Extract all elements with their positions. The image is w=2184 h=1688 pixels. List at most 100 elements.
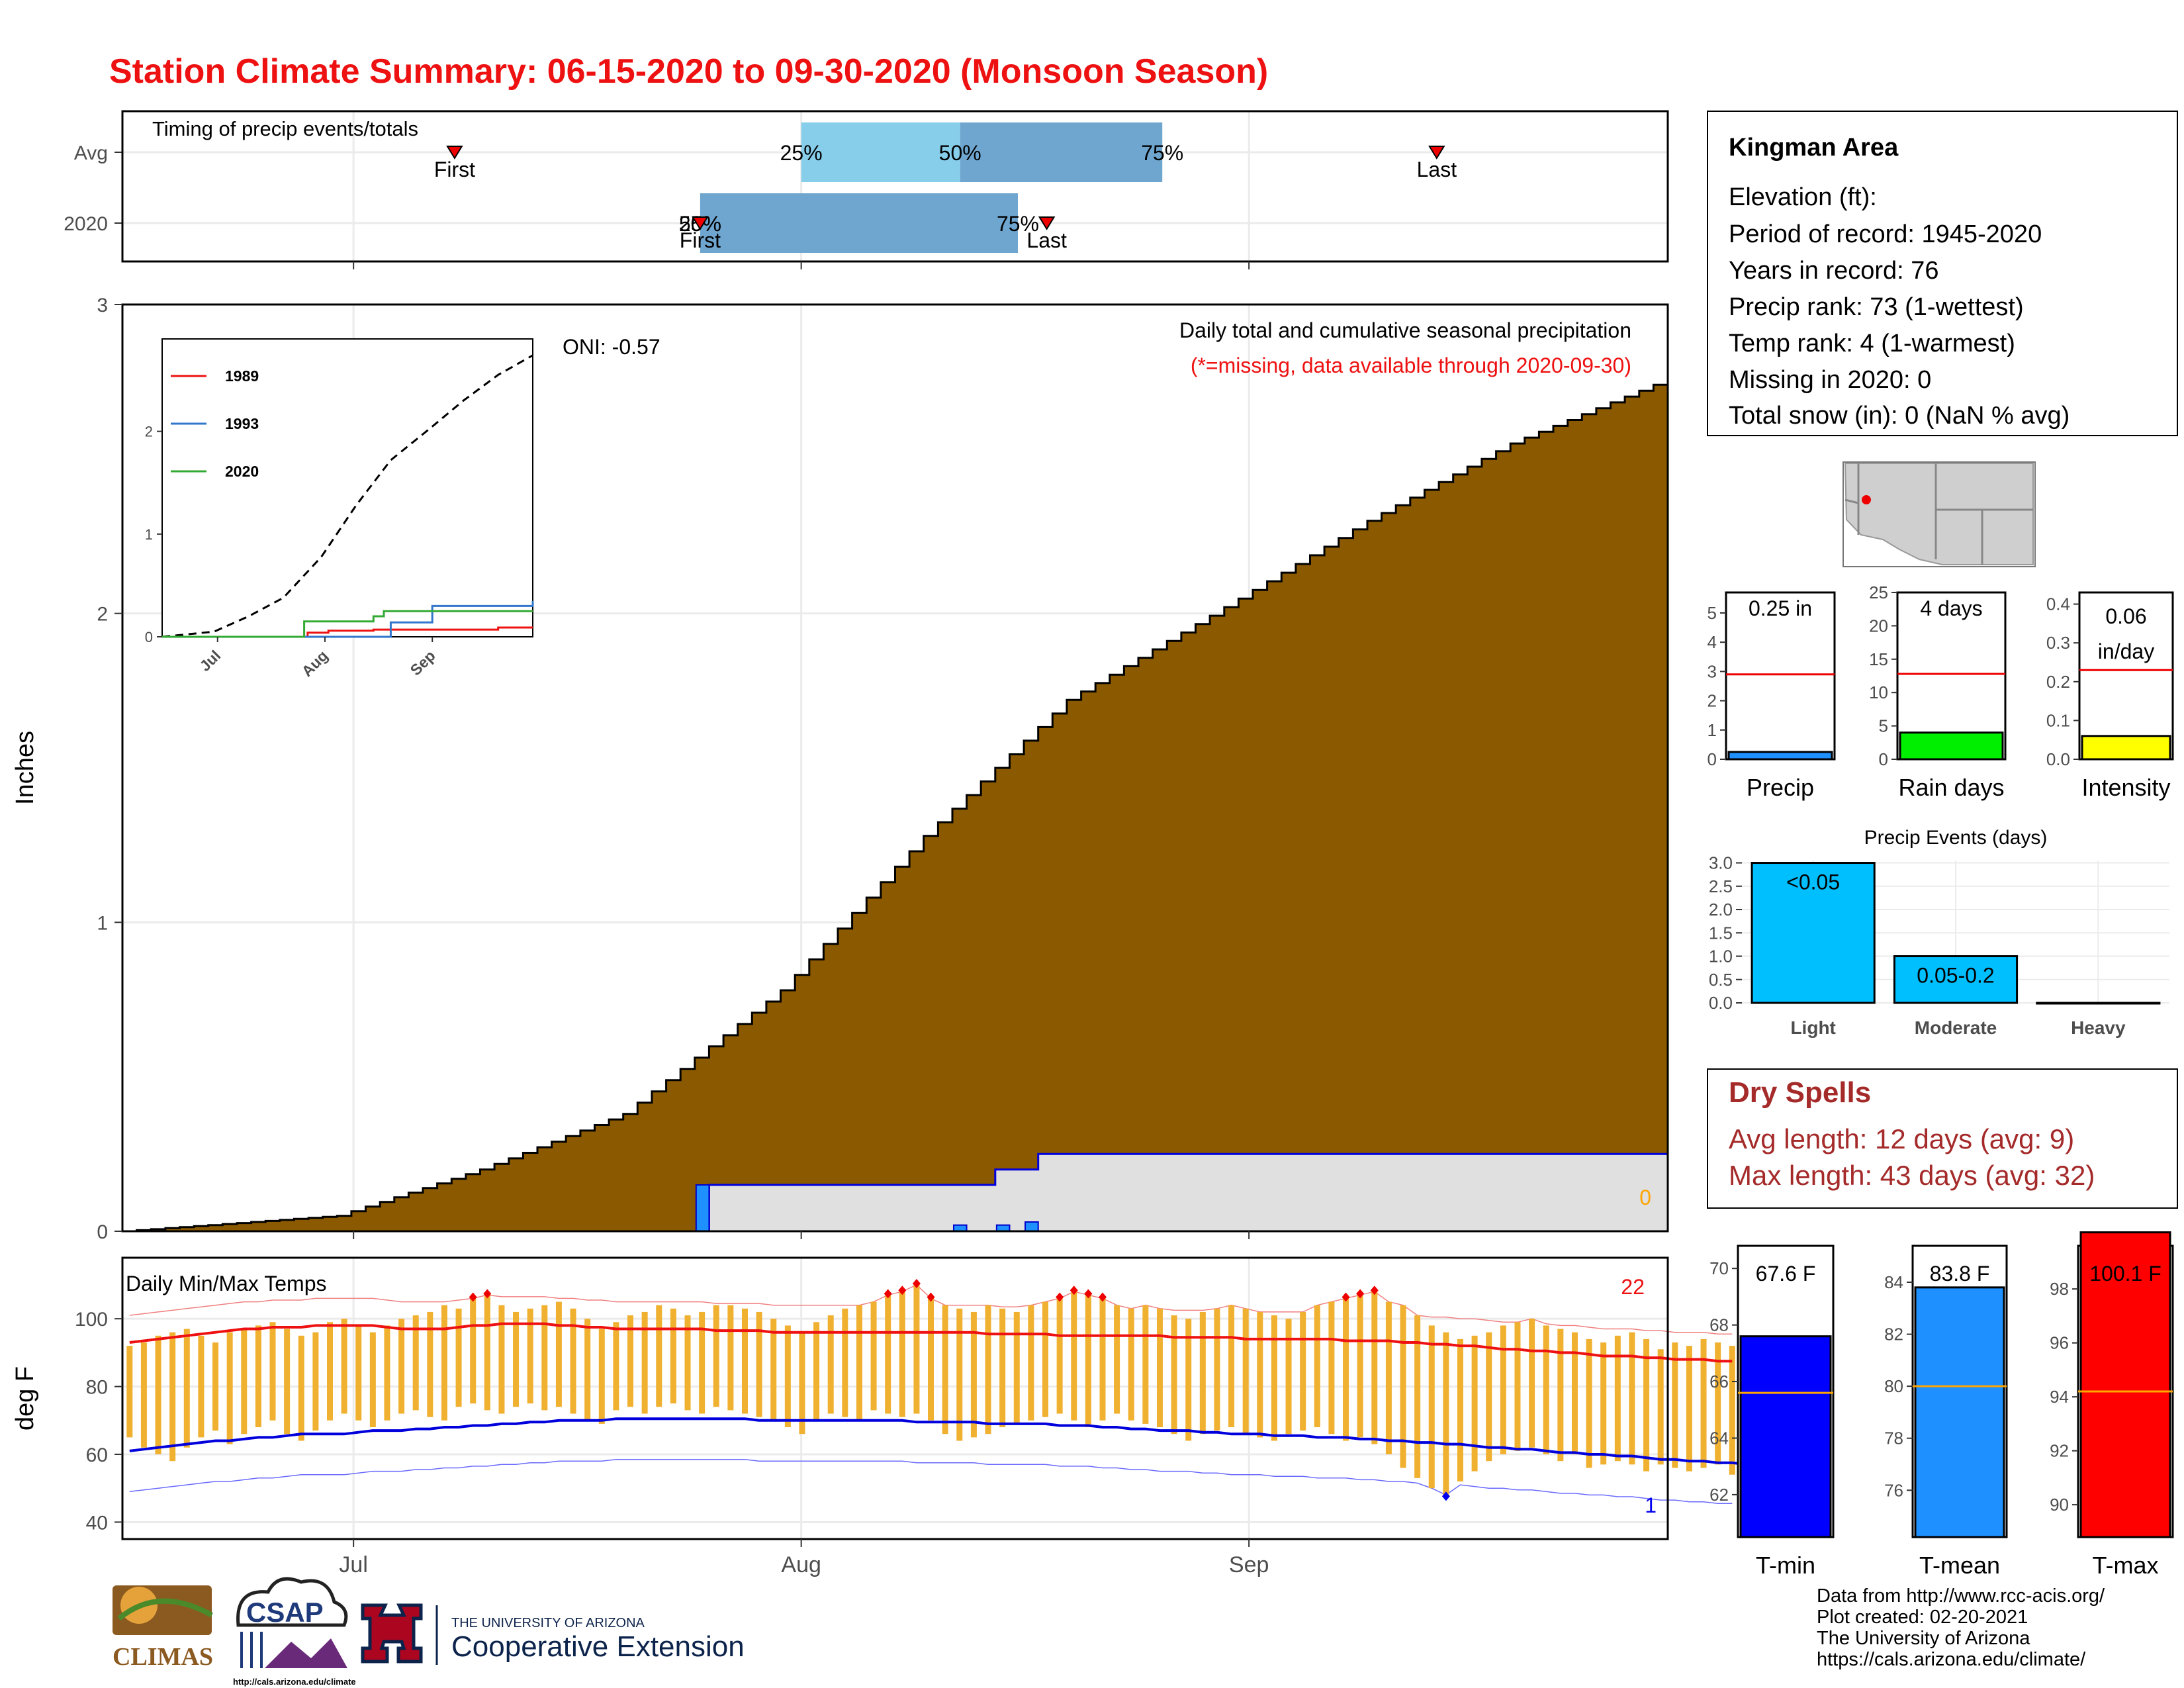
tsum-value-label-0: 67.6 F bbox=[1756, 1262, 1816, 1286]
temps-bar-41 bbox=[713, 1305, 719, 1407]
temps-bar-37 bbox=[656, 1305, 662, 1407]
temps-bar-70 bbox=[1128, 1308, 1134, 1421]
temps-bar-14 bbox=[326, 1322, 333, 1421]
ua-logo: THE UNIVERSITY OF ARIZONA Cooperative Ex… bbox=[361, 1603, 745, 1665]
events-title: Precip Events (days) bbox=[1864, 827, 2048, 849]
tsum-ytick-label-2-2: 94 bbox=[2050, 1387, 2069, 1407]
temps-ytick-label-2: 80 bbox=[86, 1377, 108, 1399]
temps-record-high-marker-65 bbox=[1056, 1292, 1064, 1302]
cum-ytick-label-2: 2 bbox=[97, 604, 108, 626]
events-bar-Heavy bbox=[2036, 1002, 2161, 1005]
temps-record-high-marker-54 bbox=[898, 1286, 907, 1295]
temps-bar-72 bbox=[1156, 1308, 1163, 1428]
tsum-ytick-label-1-1: 78 bbox=[1884, 1429, 1903, 1448]
temps-record-high-marker-68 bbox=[1098, 1292, 1107, 1302]
csap-logo-url: http://cals.arizona.edu/climate bbox=[233, 1677, 356, 1687]
temps-record-high-count: 22 bbox=[1621, 1275, 1645, 1299]
temp-summary-panels: 62 64 66 68 70 T-min 67.6 F 76 78 80 82 84 T-mean 83.… bbox=[1709, 1231, 2174, 1579]
footer-line-url: https://cals.arizona.edu/climate/ bbox=[1817, 1649, 2086, 1670]
temps-bar-45 bbox=[770, 1319, 777, 1421]
temps-bar-80 bbox=[1271, 1315, 1277, 1441]
cum-ytick-label-1: 1 bbox=[97, 912, 108, 934]
temps-bar-12 bbox=[298, 1335, 304, 1441]
psum-ytick-label-2-0: 0.0 bbox=[2046, 749, 2070, 769]
temps-bar-24 bbox=[470, 1298, 477, 1404]
psum-ytick-label-1-1: 5 bbox=[1879, 716, 1888, 736]
temps-record-high-marker-25 bbox=[483, 1289, 492, 1299]
psum-value-label-0: 0.25 in bbox=[1749, 596, 1812, 620]
temps-record-high-marker-85 bbox=[1342, 1292, 1350, 1302]
temps-record-high-marker-55 bbox=[912, 1278, 921, 1288]
temps-bar-96 bbox=[1500, 1325, 1506, 1454]
tsum-bar-2 bbox=[2079, 1231, 2171, 1538]
temps-bar-1 bbox=[140, 1342, 147, 1448]
temps-bar-92 bbox=[1443, 1332, 1449, 1495]
timing-title: Timing of precip events/totals bbox=[152, 117, 418, 140]
temps-bar-65 bbox=[1056, 1298, 1063, 1414]
temps-record-high-marker-24 bbox=[469, 1292, 477, 1302]
psum-name-1: Rain days bbox=[1898, 774, 2004, 801]
temps-bar-108 bbox=[1672, 1342, 1678, 1468]
inset-series-2020 bbox=[162, 610, 533, 638]
station-line-period: Period of record: 1945-2020 bbox=[1729, 220, 2042, 248]
events-ytick-label-5: 2.5 bbox=[1709, 876, 1733, 896]
timing-ytick-label-Avg: Avg bbox=[74, 142, 108, 164]
psum-bar-0 bbox=[1727, 751, 1833, 761]
temps-bar-81 bbox=[1285, 1319, 1292, 1434]
temps-bar-50 bbox=[842, 1308, 848, 1417]
timing-panel-border bbox=[121, 110, 1669, 263]
inset-series-1993 bbox=[162, 600, 534, 638]
psum-ytick-label-0-3: 3 bbox=[1707, 661, 1717, 681]
psum-ytick-label-2-1: 0.1 bbox=[2046, 710, 2070, 730]
psum-ytick-label-0-1: 1 bbox=[1707, 720, 1717, 740]
temps-bar-64 bbox=[1042, 1301, 1049, 1417]
temps-panel-border bbox=[121, 1256, 1669, 1540]
timing-label-first-Avg: First bbox=[434, 158, 475, 181]
station-info-box: Kingman Area Elevation (ft): Period of r… bbox=[1707, 111, 2178, 436]
psum-ytick-label-1-5: 25 bbox=[1869, 583, 1888, 602]
events-ytick-label-4: 2.0 bbox=[1709, 900, 1733, 919]
psum-name-2: Intensity bbox=[2081, 774, 2170, 801]
temps-bar-103 bbox=[1600, 1342, 1607, 1465]
temps-record-high-marker-87 bbox=[1370, 1286, 1379, 1295]
temps-bar-89 bbox=[1400, 1305, 1406, 1468]
tsum-ytick-label-2-3: 96 bbox=[2050, 1333, 2069, 1353]
temps-bar-42 bbox=[727, 1305, 734, 1411]
temps-bar-75 bbox=[1199, 1311, 1206, 1434]
events-bar-Light bbox=[1751, 862, 1876, 1004]
events-ytick-label-6: 3.0 bbox=[1709, 853, 1733, 873]
temps-bar-38 bbox=[670, 1308, 676, 1404]
temps-bar-112 bbox=[1729, 1346, 1735, 1475]
temps-bar-13 bbox=[312, 1332, 319, 1431]
station-line-elevation: Elevation (ft): bbox=[1729, 183, 1877, 211]
temps-bar-111 bbox=[1715, 1342, 1721, 1465]
temps-bar-15 bbox=[341, 1319, 347, 1414]
tsum-bar-1 bbox=[1914, 1286, 2005, 1538]
temps-bar-52 bbox=[870, 1301, 877, 1411]
temps-bar-91 bbox=[1428, 1325, 1435, 1489]
temps-bar-73 bbox=[1171, 1315, 1177, 1434]
cum-missing-count: 0 bbox=[1639, 1186, 1651, 1209]
temps-bar-40 bbox=[699, 1311, 705, 1414]
timing-label-p75-2020: 75% bbox=[997, 212, 1039, 236]
tsum-ytick-label-2-4: 98 bbox=[2050, 1279, 2069, 1299]
temps-bar-18 bbox=[384, 1325, 390, 1421]
tsum-value-label-2: 100.1 F bbox=[2089, 1262, 2161, 1286]
temps-bar-85 bbox=[1343, 1298, 1349, 1441]
temps-panel-bg bbox=[122, 1258, 1668, 1539]
psum-panel-2 bbox=[2078, 591, 2174, 761]
temps-bar-98 bbox=[1529, 1319, 1535, 1448]
events-bar-label-Moderate: 0.05-0.2 bbox=[1917, 964, 1994, 988]
timing-label-p25-Avg: 25% bbox=[780, 141, 823, 165]
temps-xtick-label-1: Aug bbox=[781, 1552, 821, 1577]
temps-tmax-avg-line bbox=[129, 1322, 1733, 1363]
temps-ylabel: deg F bbox=[11, 1366, 39, 1430]
temps-bar-6 bbox=[212, 1342, 219, 1431]
cum-daily-bar-3 bbox=[1024, 1221, 1039, 1232]
temps-bar-110 bbox=[1700, 1338, 1707, 1468]
ua-name-text: THE UNIVERSITY OF ARIZONA bbox=[451, 1616, 645, 1630]
timing-ytick-label-2020: 2020 bbox=[64, 213, 108, 235]
temps-bar-28 bbox=[527, 1308, 533, 1404]
temps-bar-109 bbox=[1686, 1346, 1692, 1472]
